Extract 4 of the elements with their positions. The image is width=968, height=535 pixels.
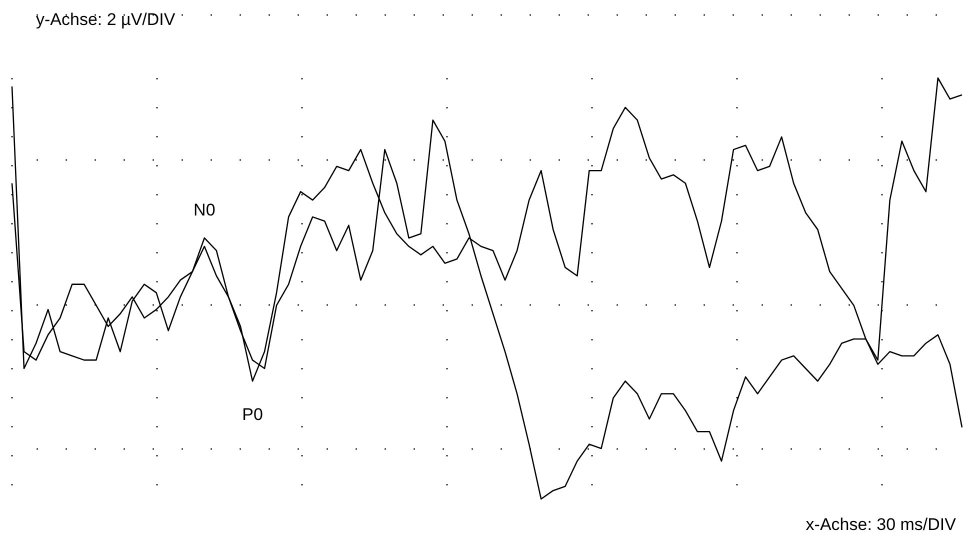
annotation: N0 (194, 200, 216, 220)
annotation: P0 (242, 405, 263, 424)
text: y-Achse: 2 µV/DIV (36, 10, 176, 29)
text: x-Achse: 30 ms/DIV (806, 515, 957, 534)
